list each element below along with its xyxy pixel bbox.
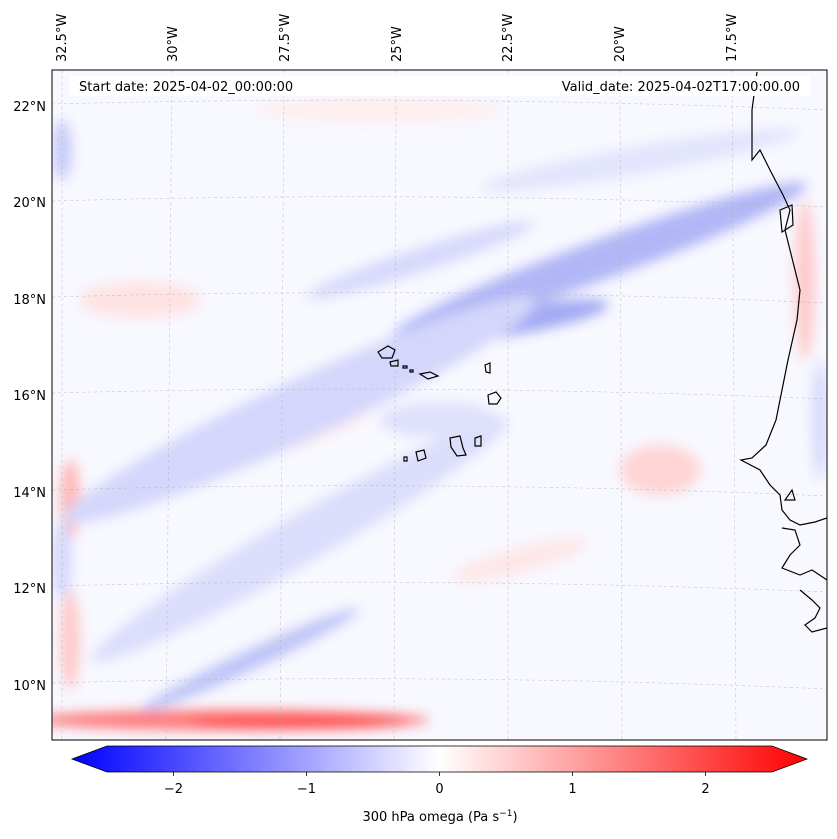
lat-label-16n: 16°N — [13, 389, 46, 404]
colorbar-label-exponent: −1 — [499, 809, 512, 819]
colorbar-ticks: −2 −1 0 1 2 — [164, 772, 710, 797]
coastline — [739, 71, 827, 633]
longitude-labels: 32.5°W 30°W 27.5°W 25°W 22.5°W 20°W 17.5… — [55, 14, 740, 62]
colorbar-tick-label: −1 — [297, 782, 316, 797]
graticule — [52, 70, 827, 740]
colorbar: −2 −1 0 1 2 300 hPa omega (Pa s−1) — [70, 745, 809, 825]
title-box — [70, 76, 810, 96]
lon-label-27-5w: 27.5°W — [278, 14, 293, 62]
colorbar-label: 300 hPa omega (Pa s−1) — [362, 809, 517, 825]
lon-label-32-5w: 32.5°W — [55, 14, 70, 62]
colorbar-tick-label: 0 — [435, 782, 443, 797]
start-date-label: Start date: 2025-04-02_00:00:00 — [79, 80, 293, 95]
latitude-labels: 22°N 20°N 18°N 16°N 14°N 12°N 10°N — [13, 100, 46, 694]
colorbar-tick-label: 1 — [568, 782, 576, 797]
map-panel: Start date: 2025-04-02_00:00:00 Valid_da… — [52, 70, 827, 740]
colorbar-tick-label: −2 — [164, 782, 183, 797]
lat-label-14n: 14°N — [13, 486, 46, 501]
colorbar-body — [70, 745, 809, 773]
colorbar-label-suffix: ) — [512, 810, 517, 825]
lat-label-20n: 20°N — [13, 196, 46, 211]
lat-label-18n: 18°N — [13, 293, 46, 308]
lon-label-30w: 30°W — [166, 26, 181, 62]
island-group — [377, 345, 502, 462]
valid-date-label: Valid_date: 2025-04-02T17:00:00.00 — [562, 80, 800, 95]
lon-label-25w: 25°W — [390, 26, 405, 62]
lat-label-22n: 22°N — [13, 100, 46, 115]
lon-label-20w: 20°W — [613, 26, 628, 62]
lon-label-22-5w: 22.5°W — [501, 14, 516, 62]
colorbar-tick-label: 2 — [701, 782, 709, 797]
map-frame — [51, 69, 828, 741]
omega-field — [52, 98, 827, 730]
lat-label-12n: 12°N — [13, 582, 46, 597]
lat-label-10n: 10°N — [13, 679, 46, 694]
lon-label-17-5w: 17.5°W — [725, 14, 740, 62]
colorbar-label-prefix: 300 hPa omega (Pa s — [362, 810, 499, 825]
